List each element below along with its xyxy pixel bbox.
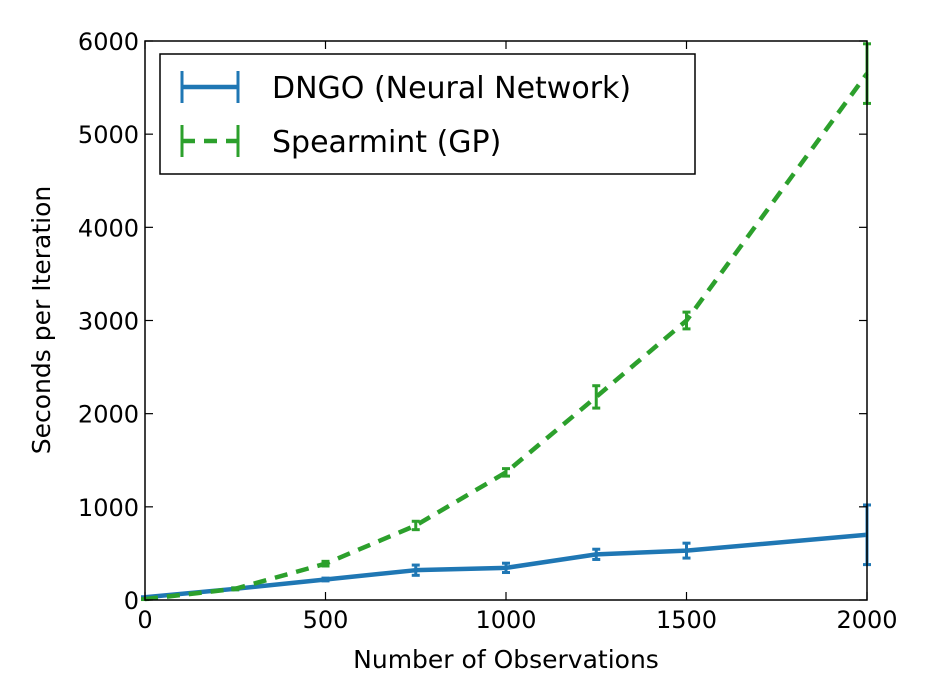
x-tick-label: 1500 [656,606,717,634]
error-bar [592,547,601,561]
y-axis-ticks: 0 1000 2000 3000 4000 5000 6000 [78,28,867,615]
plot-frame [144,40,868,601]
series-line [144,532,868,600]
series-line [144,72,869,602]
error-bar [411,519,420,532]
error-bar [502,467,510,478]
legend: DNGO (Neural Network) Spearmint (GP) [159,53,696,175]
y-tick-label: 1000 [78,494,139,522]
error-bar [682,310,691,331]
x-tick-label: 0 [137,606,152,634]
legend-label: Spearmint (GP) [272,125,501,160]
error-bar [592,384,601,410]
y-axis-label: Seconds per Iteration [27,186,56,455]
error-bar [231,586,240,592]
legend-entry: Spearmint (GP) [180,125,501,160]
y-tick-label: 5000 [78,121,139,149]
x-tick-label: 2000 [836,606,897,634]
x-axis-ticks: 0 500 1000 1500 2000 [137,41,898,634]
legend-entry: DNGO (Neural Network) [180,71,631,106]
y-tick-label: 3000 [78,308,139,336]
y-tick-label: 2000 [78,401,139,429]
error-bar [682,541,691,560]
y-tick-label: 4000 [78,214,139,242]
error-bar [502,561,510,575]
y-tick-label: 0 [124,587,139,615]
x-tick-label: 1000 [475,606,536,634]
series-dngo [141,503,871,600]
error-bar [411,563,420,577]
error-bar [321,559,330,568]
x-tick-label: 500 [303,606,349,634]
y-tick-label: 6000 [78,28,139,56]
legend-box [159,53,696,175]
legend-entries: DNGO (Neural Network) Spearmint (GP) [180,71,631,160]
error-bar [321,576,330,583]
x-axis-label: Number of Observations [353,645,659,674]
legend-label: DNGO (Neural Network) [272,71,631,106]
